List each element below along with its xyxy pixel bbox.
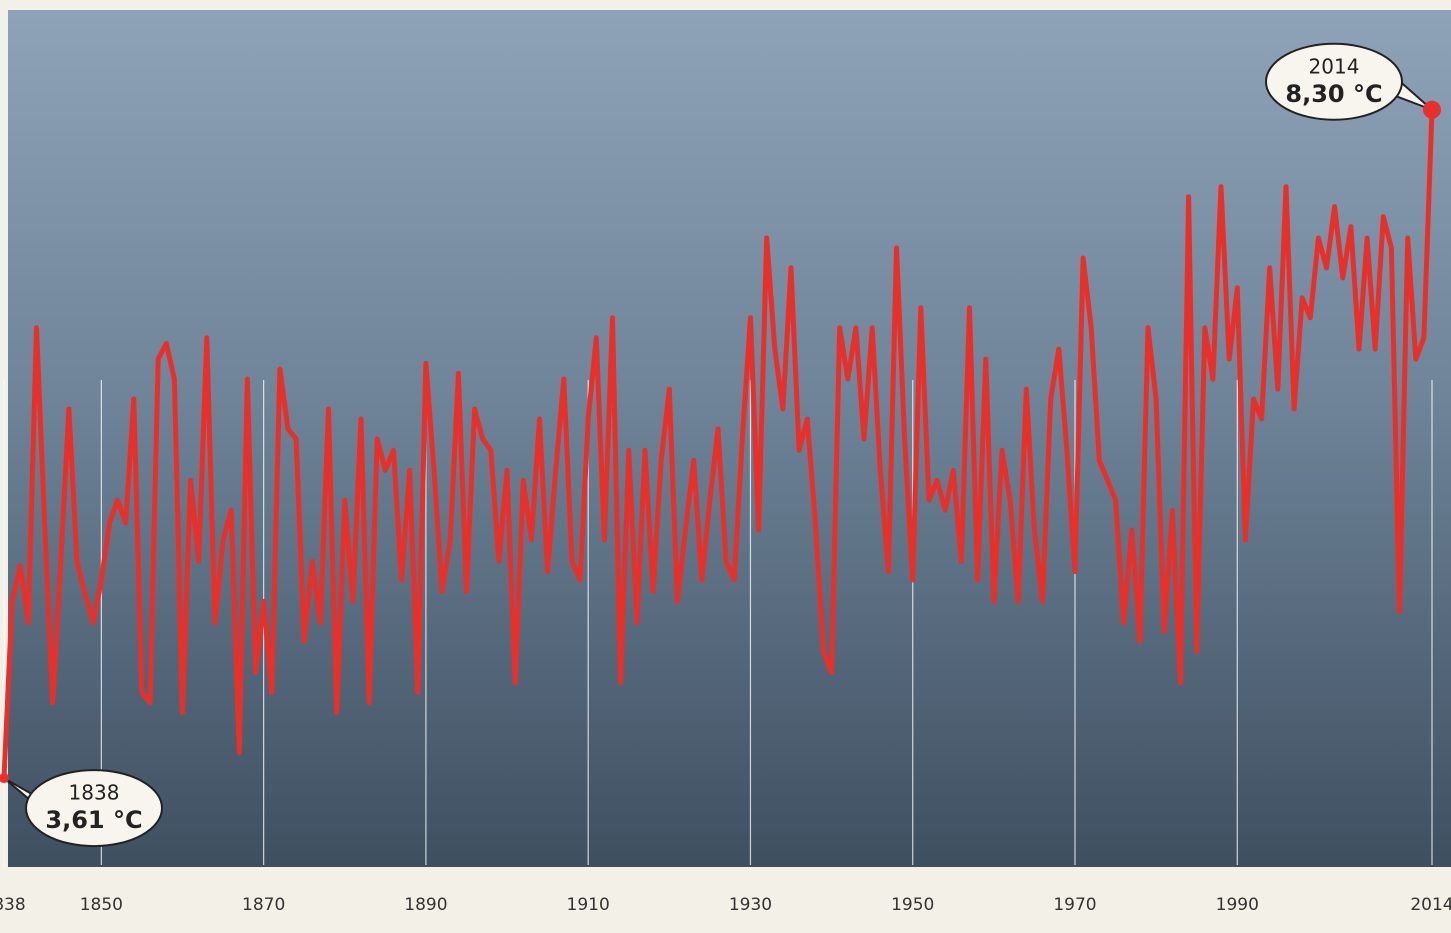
x-tick-label: 1870: [242, 895, 285, 915]
callout-value: 3,61 °C: [45, 806, 142, 834]
callout-dot: [0, 773, 9, 784]
x-tick-label: 1970: [1053, 895, 1096, 915]
callout-year: 1838: [69, 781, 120, 805]
callout-dot: [1423, 100, 1441, 119]
x-tick-label: 1950: [891, 895, 934, 915]
x-tick-label: 1890: [404, 895, 447, 915]
x-tick-label: 1910: [567, 895, 610, 915]
callout-year: 2014: [1309, 54, 1360, 78]
x-tick-label: 1838: [0, 895, 26, 915]
temperature-line: [1, 109, 1435, 779]
callout: [25, 769, 163, 848]
callout: [1265, 42, 1403, 121]
x-tick-label: 1850: [80, 895, 123, 915]
x-tick-label: 1930: [729, 895, 772, 915]
photo-background: [8, 10, 1451, 867]
x-tick-label: 2014: [1410, 895, 1451, 915]
callout-value: 8,30 °C: [1285, 80, 1382, 108]
x-tick-label: 1990: [1216, 895, 1259, 915]
plot: [1, 109, 1435, 779]
